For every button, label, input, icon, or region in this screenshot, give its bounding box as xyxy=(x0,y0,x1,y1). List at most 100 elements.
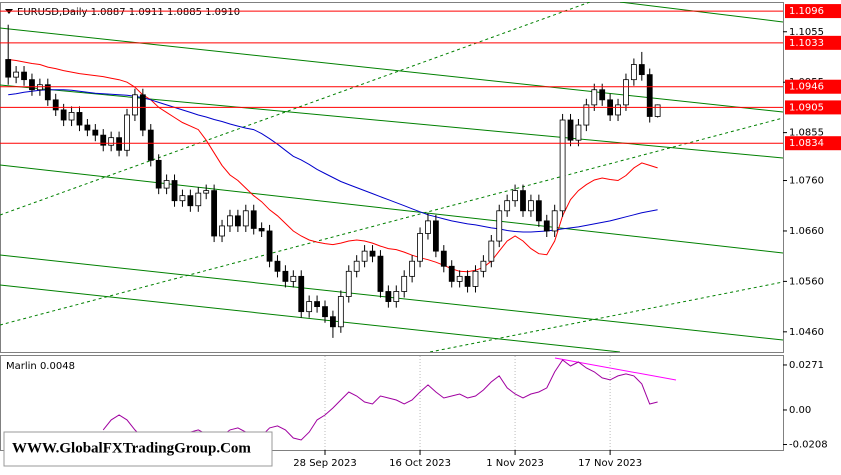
candle-body xyxy=(266,230,273,262)
candle-body xyxy=(52,99,59,111)
y-tick-label: 0.0271 xyxy=(789,360,824,371)
candle-body xyxy=(250,210,257,229)
candle-body xyxy=(234,215,241,227)
candle-body xyxy=(591,89,598,106)
y-tick-label: 1.0460 xyxy=(789,327,824,338)
candle-body xyxy=(456,275,463,282)
x-tick-label: 28 Sep 2023 xyxy=(293,458,356,469)
trend-line xyxy=(619,2,783,23)
candle-body xyxy=(543,220,550,232)
y-tick-label: 1.0660 xyxy=(789,226,824,237)
watermark: WWW.GlobalFXTradingGroup.Com xyxy=(12,440,251,456)
candle-body xyxy=(330,316,336,328)
chart-title: EURUSD,Daily 1.0887 1.0911 1.0885 1.0910 xyxy=(17,7,240,18)
candle-body xyxy=(377,255,384,292)
candle-body xyxy=(139,94,146,131)
candle-body xyxy=(638,64,645,76)
trend-line xyxy=(0,164,783,254)
candle-body xyxy=(425,220,431,234)
candle-body xyxy=(187,195,194,207)
candle-body xyxy=(520,190,526,212)
candle-body xyxy=(5,59,12,78)
candle-body xyxy=(385,291,392,302)
trend-line-dashed xyxy=(0,2,591,216)
candle-body xyxy=(417,233,423,262)
candle-body xyxy=(623,79,629,106)
oscillator-title: Marlin 0.0048 xyxy=(6,361,75,372)
candle-body xyxy=(68,112,75,121)
candle-body xyxy=(84,124,91,131)
candle-body xyxy=(163,180,170,189)
watermark-box xyxy=(3,431,273,467)
candle-body xyxy=(76,112,83,126)
trend-line xyxy=(0,254,783,341)
plot xyxy=(5,24,661,338)
candle-body xyxy=(155,159,162,189)
moving-average xyxy=(8,59,658,273)
y-tick-label: 1.0760 xyxy=(789,176,824,187)
candle-body xyxy=(21,71,27,81)
candle-body xyxy=(464,275,471,287)
candle-body xyxy=(108,137,115,146)
y-tick-label: 1.0560 xyxy=(789,276,824,287)
candle-body xyxy=(274,260,281,272)
candle-body xyxy=(369,250,376,257)
level-label: 1.1096 xyxy=(789,6,824,17)
candle-body xyxy=(345,270,352,297)
candle-body xyxy=(567,119,574,141)
candle-body xyxy=(528,200,534,212)
candle-body xyxy=(654,104,661,117)
trend-line xyxy=(0,284,621,352)
oscillator-line xyxy=(102,359,658,441)
candle-body xyxy=(219,225,225,237)
candle-body xyxy=(432,220,439,252)
candle-body xyxy=(583,104,590,126)
candle-body xyxy=(298,275,305,313)
x-tick-label: 16 Oct 2023 xyxy=(389,458,451,469)
trend-line xyxy=(0,84,783,159)
level-label: 1.0905 xyxy=(789,102,824,113)
level-label-box xyxy=(785,35,841,50)
candle-body xyxy=(504,200,511,212)
level-label-box xyxy=(785,136,841,151)
candle-body xyxy=(290,275,297,282)
candle-body xyxy=(337,296,344,328)
candle-body xyxy=(242,210,249,227)
candle-body xyxy=(409,260,416,277)
level-label: 1.0946 xyxy=(789,82,824,93)
candle-body xyxy=(195,192,202,207)
candle-body xyxy=(322,306,328,318)
y-tick-label: 0.00 xyxy=(789,405,811,416)
candle-body xyxy=(100,134,107,146)
candle-body xyxy=(36,84,43,91)
candle-body xyxy=(440,250,447,267)
candle-body xyxy=(599,89,606,101)
level-label: 1.0834 xyxy=(789,138,824,149)
level-label-box xyxy=(785,100,841,115)
candle-body xyxy=(282,270,289,282)
candle-body xyxy=(615,104,621,116)
level-label-box xyxy=(785,4,841,19)
candle-body xyxy=(60,109,67,121)
candle-body xyxy=(575,124,582,141)
candle-body xyxy=(512,190,518,202)
candle-body xyxy=(211,190,218,237)
candle-body xyxy=(116,137,122,151)
candle-body xyxy=(132,94,138,116)
candle-body xyxy=(44,84,51,101)
candle-body xyxy=(630,64,637,81)
candle-body xyxy=(472,270,479,287)
candle-body xyxy=(258,228,265,232)
candle-body xyxy=(203,190,210,194)
candle-body xyxy=(124,114,130,151)
candle-body xyxy=(480,260,487,272)
y-tick-label: 1.0855 xyxy=(789,128,824,139)
candle-body xyxy=(496,210,503,242)
candle-body xyxy=(227,215,233,227)
candle-body xyxy=(401,275,408,292)
x-tick-label: 1 Nov 2023 xyxy=(486,458,544,469)
oscillator-trend-line xyxy=(554,357,677,381)
candle-body xyxy=(92,129,99,136)
candle-body xyxy=(488,240,495,262)
